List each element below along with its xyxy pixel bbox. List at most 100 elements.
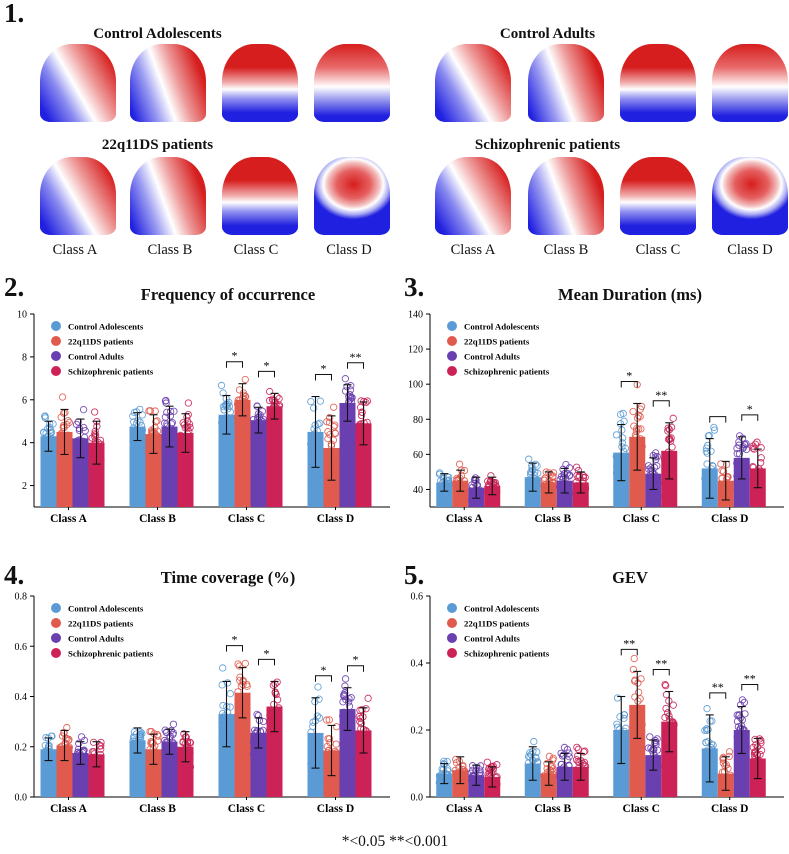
points-3-3 — [355, 694, 372, 763]
significance-label: * — [353, 653, 359, 667]
legend-label: Control Adults — [464, 634, 520, 644]
legend: Control Adolescents 22q11DS patients Contr… — [447, 321, 550, 377]
topomap-schizophrenic-class-a — [435, 157, 511, 235]
y-tick-label: 0.2 — [411, 726, 424, 737]
map-class-label-left-c: Class C — [233, 242, 279, 258]
y-tick-label: 100 — [408, 380, 423, 391]
bar-2-1 — [556, 480, 573, 507]
significance-bracket: * — [226, 349, 243, 368]
y-tick-label: 0.8 — [15, 592, 28, 603]
bar-3-1 — [572, 766, 589, 797]
points-2-2 — [249, 710, 268, 758]
y-tick-label: 0.4 — [15, 692, 28, 703]
panel-label-1: 1. — [4, 0, 25, 28]
x-category-label: Class B — [139, 803, 176, 815]
x-category-label: Class C — [623, 803, 660, 815]
bar-0-1 — [129, 426, 146, 507]
chart-title-mean-duration: Mean Duration (ms) — [558, 285, 702, 304]
bar-0-2 — [218, 414, 235, 507]
y-tick-label: 0.4 — [411, 659, 424, 670]
legend-marker-3 — [51, 648, 61, 658]
legend-label: Schizophrenic patients — [68, 649, 154, 659]
significance-bracket: * — [258, 358, 275, 378]
map-class-label-right-a: Class A — [450, 242, 496, 258]
legend-label: Control Adolescents — [68, 604, 144, 614]
legend-marker-2 — [51, 633, 61, 643]
significance-bracket: * — [258, 646, 275, 666]
legend-marker-1 — [51, 618, 61, 628]
legend-marker-1 — [51, 336, 61, 346]
legend-label: 22q11DS patients — [464, 337, 530, 347]
significance-bracket — [709, 416, 727, 423]
map-class-label-right-b: Class B — [543, 242, 589, 258]
points-1-0 — [56, 723, 74, 767]
legend-marker-0 — [447, 603, 457, 613]
y-tick-label: 40 — [413, 485, 423, 496]
map-group-title-control-adults: Control Adults — [499, 26, 596, 42]
topomap-schizophrenic-class-d — [712, 157, 788, 235]
significance-label: ** — [655, 388, 667, 402]
significance-label: ** — [350, 350, 362, 364]
x-category-label: Class A — [446, 803, 483, 815]
y-tick-label: 6 — [22, 395, 27, 406]
points-1-2 — [233, 375, 251, 426]
significance-bracket: * — [315, 663, 332, 682]
significance-bracket: ** — [652, 388, 670, 407]
map-group-title-control-adolescents: Control Adolescents — [93, 26, 222, 42]
points-1-3 — [323, 716, 341, 788]
legend-label: Control Adults — [464, 352, 520, 362]
topomap-control-adolescents-class-c — [222, 44, 298, 122]
points-3-3 — [749, 438, 765, 496]
y-tick-label: 0.0 — [15, 793, 28, 804]
significance-bracket: * — [315, 362, 332, 381]
topomap-control-adults-class-c — [620, 44, 696, 122]
bar-2-3 — [733, 730, 750, 797]
x-category-label: Class D — [711, 513, 748, 525]
chart-gev: 0.0 0.2 0.4 0.6 Class A Class B Class C Class D… — [411, 592, 784, 815]
legend-label: Control Adolescents — [464, 322, 540, 332]
bar-3-0 — [88, 442, 105, 507]
legend-label: Control Adults — [68, 634, 124, 644]
points-0-3 — [307, 397, 324, 490]
map-class-label-right-c: Class C — [635, 242, 681, 258]
legend-label: Schizophrenic patients — [464, 649, 550, 659]
bar-3-1 — [177, 433, 194, 507]
topomap-control-adults-class-b — [528, 44, 604, 122]
y-tick-label: 0.2 — [15, 742, 28, 753]
legend-marker-0 — [51, 321, 61, 331]
x-category-label: Class C — [623, 513, 660, 525]
legend-label: 22q11DS patients — [68, 337, 134, 347]
points-0-1 — [129, 405, 147, 447]
legend: Control Adolescents 22q11DS patients Contr… — [51, 321, 154, 377]
topomap-control-adolescents-class-a — [40, 44, 116, 122]
map-group-title-schizophrenic: Schizophrenic patients — [474, 137, 621, 153]
y-tick-label: 80 — [413, 415, 423, 426]
topomap-22q11ds-class-a — [40, 157, 116, 235]
significance-label: * — [747, 402, 753, 416]
legend: Control Adolescents 22q11DS patients Contr… — [447, 603, 550, 659]
y-tick-label: 120 — [408, 345, 423, 356]
legend-marker-3 — [447, 648, 457, 658]
chart-time-coverage: 0.0 0.2 0.4 0.6 0.8 Class A Class B Class C Clas… — [15, 592, 390, 815]
legend-label: Schizophrenic patients — [464, 367, 550, 377]
legend-marker-1 — [447, 618, 457, 628]
y-tick-label: 140 — [408, 310, 423, 321]
significance-label: * — [232, 633, 238, 647]
y-tick-label: 2 — [22, 481, 27, 492]
significance-bracket: ** — [620, 636, 638, 656]
panel-label-5: 5. — [404, 560, 425, 590]
chart-mean-duration: 40 60 80 100 120 140 Class A Class B Class C Clas… — [408, 310, 784, 525]
y-tick-label: 4 — [22, 438, 27, 449]
significance-label: * — [232, 349, 238, 363]
x-category-label: Class D — [317, 513, 354, 525]
topomap-control-adolescents-class-b — [130, 44, 206, 122]
topomap-control-adults-class-a — [435, 44, 511, 122]
significance-label: * — [321, 362, 327, 376]
bar-1-2 — [234, 692, 251, 797]
significance-bracket: * — [347, 653, 364, 672]
x-category-label: Class C — [228, 803, 265, 815]
x-category-label: Class A — [50, 513, 87, 525]
legend-marker-3 — [447, 366, 457, 376]
bar-1-0 — [56, 431, 73, 507]
x-category-label: Class B — [139, 513, 176, 525]
